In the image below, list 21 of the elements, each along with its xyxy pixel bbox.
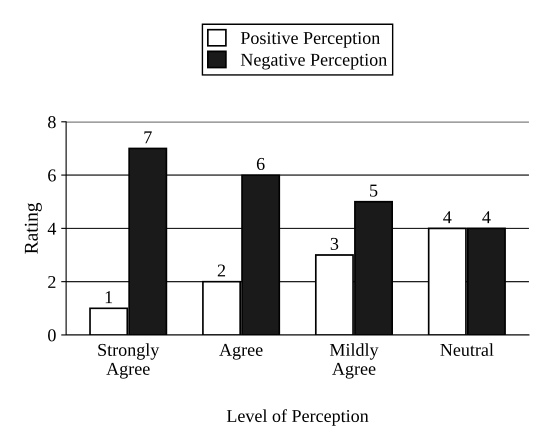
y-tick-label: 4 xyxy=(48,222,56,235)
data-label: 4 xyxy=(482,211,491,224)
data-label: 5 xyxy=(370,184,378,197)
y-axis-title: Rating xyxy=(24,202,42,254)
x-axis-title: Level of Perception xyxy=(226,409,368,426)
y-tick-label: 0 xyxy=(48,329,56,342)
legend-label: Positive Perception xyxy=(240,32,380,48)
x-tick-label: Agree xyxy=(219,344,263,360)
x-tick-label: Neutral xyxy=(440,343,494,356)
data-label: 1 xyxy=(106,291,112,304)
data-label: 2 xyxy=(218,264,226,276)
y-tick-label: 8 xyxy=(48,116,56,128)
data-label: 7 xyxy=(144,131,152,144)
y-tick-label: 6 xyxy=(48,169,56,182)
x-tick-label: Strongly Agree xyxy=(98,343,160,379)
legend-label: Negative Perception xyxy=(240,54,387,70)
data-label: 6 xyxy=(256,158,265,170)
y-tick-label: 2 xyxy=(48,276,56,288)
data-label: 4 xyxy=(443,211,452,224)
data-label: 3 xyxy=(330,238,338,250)
x-tick-label: Mildly Agree xyxy=(330,343,378,379)
